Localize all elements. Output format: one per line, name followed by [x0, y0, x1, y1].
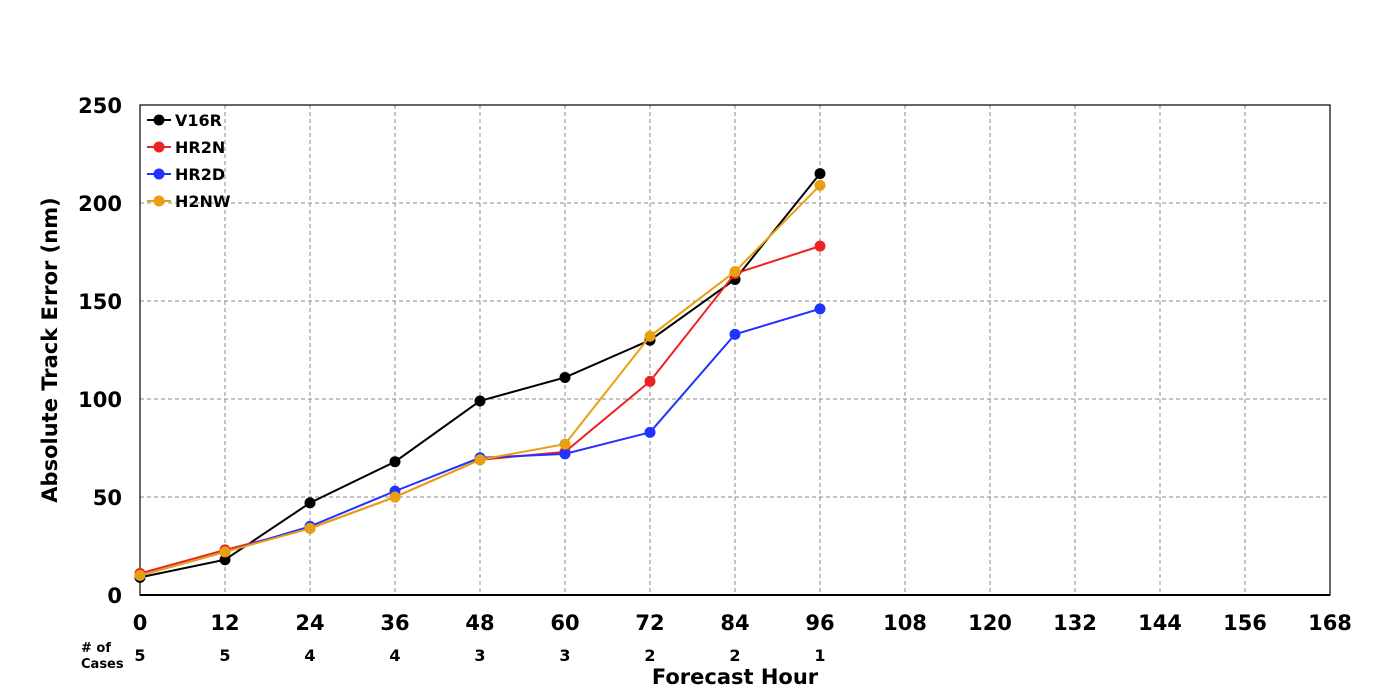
y-tick-label: 50	[93, 486, 122, 510]
x-axis-ticks: 0 12 24 36 48 60 72 84 96 108 120 132 144 156 168	[133, 611, 1352, 635]
legend-item: HR2D	[147, 165, 225, 184]
data-point	[389, 456, 401, 468]
y-tick-label: 200	[78, 192, 122, 216]
legend-label: V16R	[175, 111, 222, 130]
case-count: 1	[814, 646, 825, 665]
legend-label: H2NW	[175, 192, 231, 211]
x-tick-label: 132	[1053, 611, 1097, 635]
legend-marker	[153, 114, 165, 126]
cases-label: # of	[81, 641, 111, 656]
x-tick-label: 72	[635, 611, 664, 635]
case-count: 5	[219, 646, 230, 665]
legend-marker	[153, 195, 165, 207]
case-count: 3	[559, 646, 570, 665]
data-point	[729, 266, 741, 278]
data-point	[559, 438, 571, 450]
data-point	[814, 168, 826, 180]
data-point	[389, 491, 401, 503]
data-point	[814, 179, 826, 191]
legend-item: V16R	[147, 111, 222, 130]
legend: V16R HR2N HR2D H2NW	[147, 111, 231, 211]
x-tick-label: 144	[1138, 611, 1182, 635]
x-axis-title: Forecast Hour	[652, 665, 819, 689]
x-tick-label: 0	[133, 611, 148, 635]
case-count: 2	[729, 646, 740, 665]
x-tick-label: 12	[210, 611, 239, 635]
y-tick-label: 250	[78, 94, 122, 118]
series-lines	[134, 168, 826, 583]
case-count: 2	[644, 646, 655, 665]
y-tick-label: 150	[78, 290, 122, 314]
x-tick-label: 36	[380, 611, 409, 635]
case-count: 5	[134, 646, 145, 665]
case-count: 4	[389, 646, 400, 665]
data-point	[304, 497, 316, 509]
data-point	[644, 330, 656, 342]
grid	[140, 105, 1330, 596]
data-point	[729, 328, 741, 340]
legend-label: HR2D	[175, 165, 225, 184]
data-point	[644, 375, 656, 387]
data-point	[474, 395, 486, 407]
legend-item: HR2N	[147, 138, 225, 157]
data-point	[219, 546, 231, 558]
x-tick-label: 108	[883, 611, 927, 635]
series-h2nw	[134, 179, 826, 581]
x-tick-label: 48	[465, 611, 494, 635]
legend-label: HR2N	[175, 138, 225, 157]
data-point	[134, 569, 146, 581]
data-point	[474, 454, 486, 466]
data-point	[814, 303, 826, 315]
x-tick-label: 24	[295, 611, 324, 635]
case-count: 3	[474, 646, 485, 665]
x-tick-label: 120	[968, 611, 1012, 635]
legend-item: H2NW	[147, 192, 231, 211]
x-tick-label: 156	[1223, 611, 1267, 635]
case-count: 4	[304, 646, 315, 665]
y-tick-label: 0	[107, 584, 122, 608]
cases-label: Cases	[81, 657, 124, 672]
legend-marker	[153, 141, 165, 153]
x-tick-label: 168	[1308, 611, 1352, 635]
x-tick-label: 96	[805, 611, 834, 635]
plot-frame	[139, 104, 1331, 596]
legend-marker	[153, 168, 165, 180]
data-point	[304, 522, 316, 534]
data-point	[559, 371, 571, 383]
y-axis-ticks: 0 50 100 150 200 250	[78, 94, 122, 608]
data-point	[219, 554, 231, 566]
data-point	[559, 448, 571, 460]
series-v16r	[134, 168, 826, 583]
x-tick-label: 84	[720, 611, 749, 635]
x-tick-label: 60	[550, 611, 579, 635]
y-tick-label: 100	[78, 388, 122, 412]
data-point	[814, 240, 826, 252]
data-point	[644, 426, 656, 438]
y-axis-title: Absolute Track Error (nm)	[38, 197, 62, 502]
